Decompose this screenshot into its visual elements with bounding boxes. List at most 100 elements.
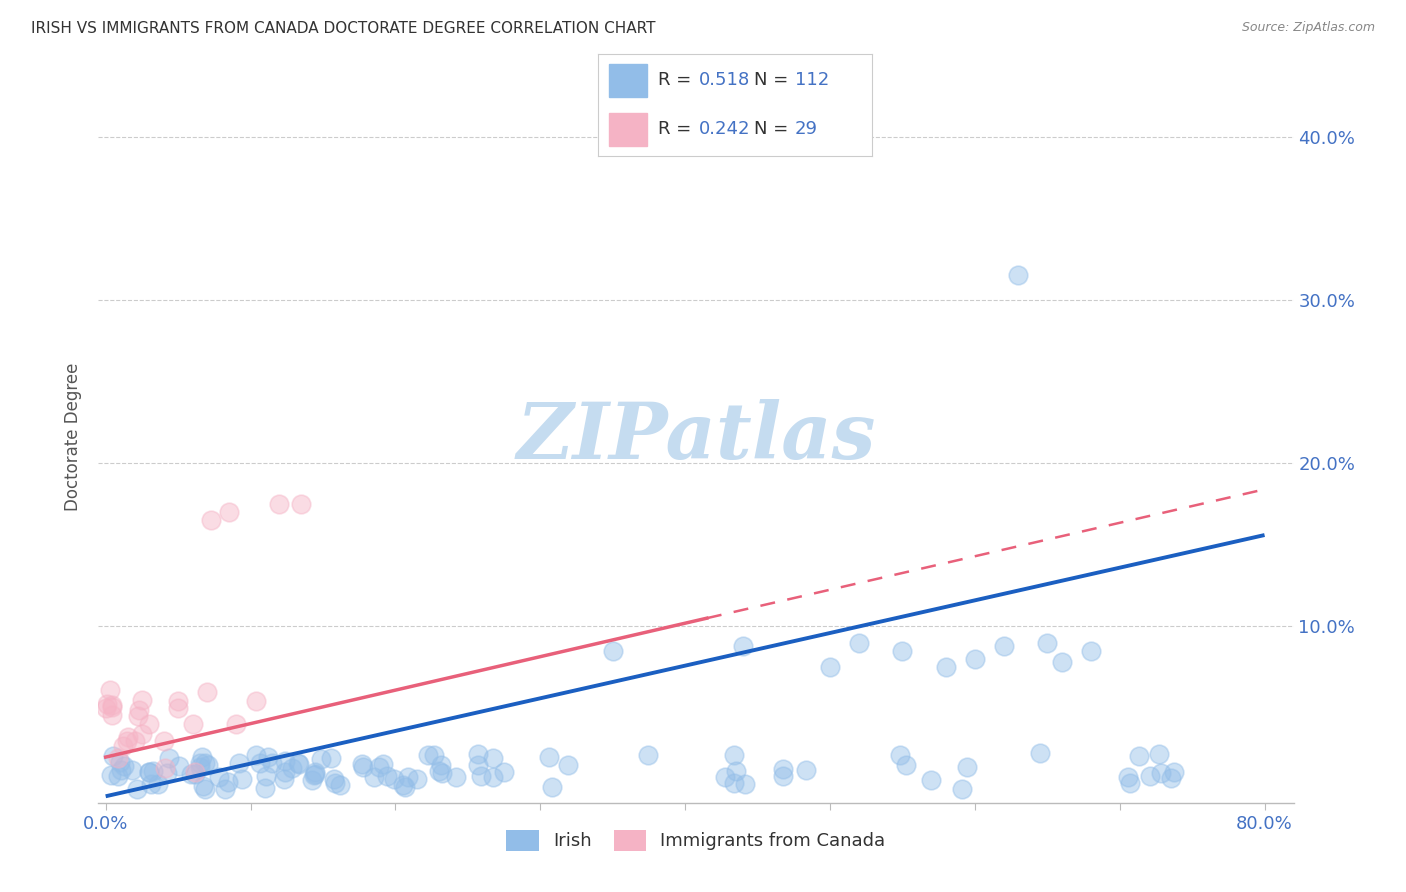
Point — [304, 766, 326, 780]
Point — [889, 748, 911, 763]
Point — [100, 707, 122, 722]
Point — [245, 747, 267, 762]
Point — [274, 764, 297, 779]
Point — [1128, 748, 1150, 763]
Point — [117, 731, 139, 745]
Point — [167, 693, 190, 707]
Point — [731, 639, 754, 653]
Bar — [609, 64, 647, 96]
Point — [225, 717, 247, 731]
Point — [228, 756, 250, 771]
Point — [112, 758, 135, 772]
Point — [131, 727, 153, 741]
Point — [127, 708, 149, 723]
Point — [818, 660, 841, 674]
Point — [481, 770, 503, 784]
Point — [273, 772, 295, 787]
Point — [194, 756, 217, 771]
Text: 112: 112 — [794, 71, 830, 89]
Point — [363, 771, 385, 785]
Point — [195, 685, 218, 699]
Point — [329, 778, 352, 792]
Point — [537, 750, 560, 764]
Point — [375, 769, 398, 783]
Point — [352, 760, 374, 774]
Point — [101, 698, 124, 712]
Point — [1116, 770, 1139, 784]
Point — [301, 772, 323, 787]
Point — [138, 765, 160, 780]
Point — [935, 660, 957, 674]
Point — [1029, 746, 1052, 760]
Point — [367, 760, 389, 774]
Point — [540, 780, 562, 794]
Point — [193, 782, 215, 797]
Point — [181, 717, 204, 731]
Text: IRISH VS IMMIGRANTS FROM CANADA DOCTORATE DEGREE CORRELATION CHART: IRISH VS IMMIGRANTS FROM CANADA DOCTORAT… — [31, 21, 655, 36]
Point — [167, 701, 190, 715]
Point — [494, 765, 516, 780]
Point — [956, 759, 979, 773]
Point — [481, 750, 503, 764]
Point — [1160, 771, 1182, 785]
Point — [152, 733, 174, 747]
Point — [188, 760, 211, 774]
Point — [724, 764, 747, 778]
Point — [249, 756, 271, 770]
Text: 0.242: 0.242 — [699, 120, 751, 138]
Point — [444, 770, 467, 784]
Point — [157, 751, 180, 765]
Point — [274, 754, 297, 768]
Point — [406, 772, 429, 786]
Point — [288, 756, 311, 771]
Point — [891, 644, 914, 658]
Point — [117, 733, 139, 747]
Point — [231, 772, 253, 787]
Point — [96, 697, 118, 711]
Point — [772, 769, 794, 783]
Point — [920, 773, 942, 788]
Point — [309, 752, 332, 766]
Point — [188, 756, 211, 771]
Point — [200, 513, 222, 527]
Point — [127, 782, 149, 797]
Point — [260, 756, 283, 770]
Point — [1036, 636, 1059, 650]
Point — [124, 734, 146, 748]
Point — [304, 764, 326, 779]
Point — [197, 757, 219, 772]
Text: Source: ZipAtlas.com: Source: ZipAtlas.com — [1241, 21, 1375, 34]
Point — [319, 751, 342, 765]
Point — [467, 757, 489, 772]
Point — [190, 750, 212, 764]
Point — [392, 778, 415, 792]
Text: 0.518: 0.518 — [699, 71, 751, 89]
Point — [993, 639, 1015, 653]
Y-axis label: Doctorate Degree: Doctorate Degree — [65, 363, 83, 511]
Point — [107, 751, 129, 765]
Point — [269, 497, 291, 511]
Point — [470, 769, 492, 783]
Point — [103, 749, 125, 764]
Text: N =: N = — [754, 71, 794, 89]
Point — [138, 764, 160, 779]
Point — [467, 747, 489, 761]
Point — [138, 717, 160, 731]
Legend: Irish, Immigrants from Canada: Irish, Immigrants from Canada — [498, 821, 894, 860]
Point — [131, 693, 153, 707]
Point — [1050, 656, 1073, 670]
Point — [111, 739, 134, 754]
Point — [290, 497, 312, 511]
Point — [794, 763, 817, 777]
Point — [156, 766, 179, 780]
Point — [214, 781, 236, 796]
Text: R =: R = — [658, 120, 697, 138]
Point — [1139, 768, 1161, 782]
Point — [713, 770, 735, 784]
Point — [108, 755, 131, 769]
Point — [772, 762, 794, 776]
Point — [1080, 644, 1102, 658]
Point — [352, 757, 374, 772]
Point — [110, 763, 132, 777]
Point — [100, 768, 122, 782]
